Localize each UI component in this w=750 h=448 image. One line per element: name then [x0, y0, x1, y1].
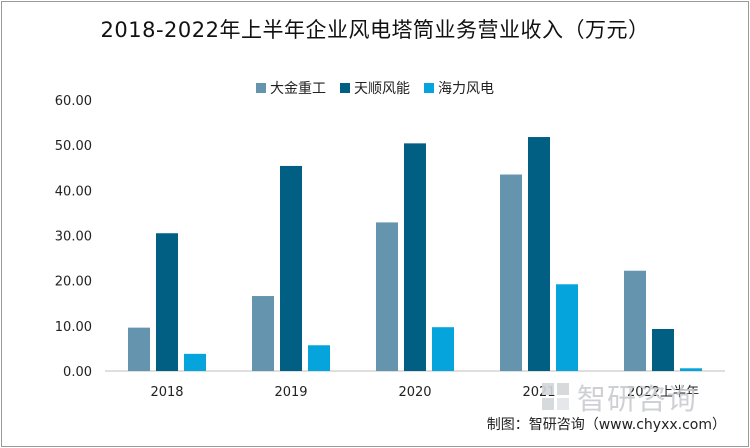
bar: [280, 165, 302, 371]
watermark-logo-icon: [542, 383, 569, 410]
x-tick-label: 2019: [274, 385, 307, 400]
bar: [680, 368, 702, 371]
y-tick-label: 40.00: [55, 184, 92, 199]
bar: [404, 143, 426, 371]
bar: [184, 353, 206, 371]
bar: [624, 270, 646, 371]
legend-label: 大金重工: [270, 81, 326, 97]
legend-label: 天顺风能: [354, 81, 410, 97]
bar: [500, 174, 522, 371]
bar: [528, 137, 550, 371]
legend-swatch: [424, 83, 434, 93]
bar: [652, 328, 674, 371]
y-tick-label: 50.00: [55, 139, 92, 154]
bar: [156, 233, 178, 371]
y-tick-label: 30.00: [55, 230, 92, 245]
legend: 大金重工 天顺风能 海力风电: [0, 78, 750, 98]
bar: [376, 222, 398, 371]
bar: [432, 327, 454, 371]
bar: [308, 345, 330, 371]
y-tick-label: 10.00: [55, 320, 92, 335]
x-tick-label: 2022上半年: [627, 385, 699, 400]
legend-item: 大金重工: [256, 78, 326, 98]
legend-item: 天顺风能: [340, 78, 410, 98]
watermark: 智研咨询: [541, 376, 697, 418]
x-tick-label: 2020: [398, 385, 431, 400]
y-tick-label: 20.00: [55, 275, 92, 290]
x-tick-label: 2018: [150, 385, 183, 400]
bar: [252, 296, 274, 371]
y-tick-label: 0.00: [63, 365, 92, 380]
legend-item: 海力风电: [424, 78, 494, 98]
y-tick-label: 60.00: [55, 94, 92, 109]
chart-title: 2018-2022年上半年企业风电塔筒业务营业收入（万元）: [100, 18, 650, 42]
source-note: 制图：智研咨询（www.chyxx.com）: [486, 417, 726, 433]
legend-swatch: [340, 83, 350, 93]
bar: [556, 284, 578, 371]
bar: [128, 327, 150, 371]
watermark-text: 智研咨询: [577, 382, 698, 416]
legend-label: 海力风电: [438, 81, 494, 97]
legend-swatch: [256, 83, 266, 93]
